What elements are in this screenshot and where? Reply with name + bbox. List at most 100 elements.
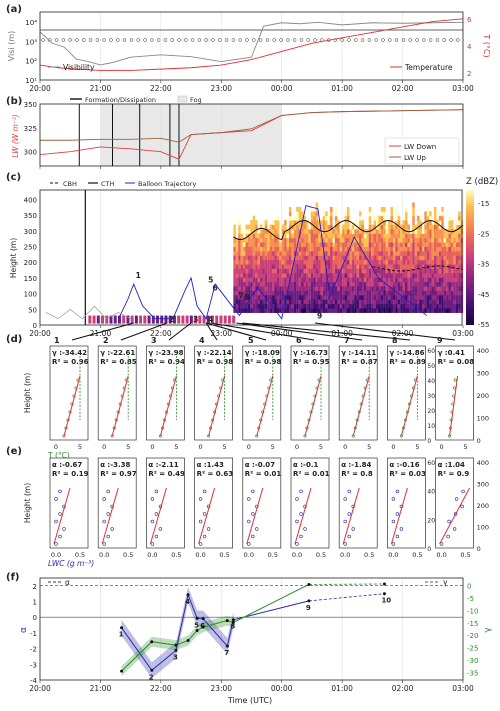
c-reflectivity-cell: [284, 237, 287, 243]
c-reflectivity-cell: [450, 264, 454, 269]
e-subplot-fit-line: [439, 487, 471, 545]
c-reflectivity-cell: [378, 290, 381, 296]
c-reflectivity-cell: [436, 290, 439, 296]
e-subplot-point: [295, 519, 299, 524]
c-reflectivity-cell: [288, 250, 292, 256]
c-reflectivity-cell: [322, 299, 326, 305]
e-subplot-point: [150, 497, 155, 501]
c-reflectivity-cell: [247, 246, 251, 252]
c-reflectivity-cell: [375, 268, 379, 274]
e-subplot-r2: R² = 0.01: [293, 470, 330, 478]
c-connector-line: [206, 322, 267, 341]
c-reflectivity-cell: [441, 237, 444, 243]
c-reflectivity-cell: [402, 228, 406, 234]
c-reflectivity-cell: [412, 202, 415, 208]
c-reflectivity-cell: [279, 308, 282, 313]
c-reflectivity-cell: [392, 233, 396, 239]
c-reflectivity-cell: [168, 315, 172, 324]
c-reflectivity-cell: [262, 233, 265, 239]
c-reflectivity-cell: [383, 237, 386, 243]
c-reflectivity-cell: [315, 202, 319, 208]
f-ytick-label: -2: [30, 646, 37, 654]
c-reflectivity-cell: [325, 224, 328, 230]
c-reflectivity-cell: [339, 237, 343, 243]
c-reflectivity-cell: [276, 228, 280, 234]
c-reflectivity-cell: [238, 224, 241, 230]
c-reflectivity-cell: [424, 264, 427, 269]
c-reflectivity-cell: [349, 303, 352, 309]
c-reflectivity-cell: [267, 277, 270, 283]
c-reflectivity-cell: [272, 308, 275, 313]
c-reflectivity-cell: [211, 315, 215, 324]
c-reflectivity-cell: [274, 228, 277, 234]
c-reflectivity-cell: [281, 277, 285, 283]
f-alpha-point: [195, 616, 199, 620]
c-reflectivity-cell: [421, 294, 425, 300]
c-reflectivity-cell: [279, 250, 282, 256]
c-reflectivity-cell: [359, 290, 362, 296]
c-reflectivity-cell: [117, 315, 121, 324]
c-reflectivity-cell: [359, 228, 362, 234]
c-reflectivity-cell: [298, 255, 302, 261]
c-reflectivity-cell: [431, 268, 435, 274]
e-subplot-frame: [387, 457, 426, 549]
c-reflectivity-cell: [453, 264, 456, 269]
c-reflectivity-cell: [279, 264, 282, 269]
c-reflectivity-cell: [346, 268, 350, 274]
c-reflectivity-cell: [257, 233, 261, 239]
c-reflectivity-cell: [272, 268, 275, 274]
c-reflectivity-cell: [373, 290, 377, 296]
c-reflectivity-cell: [272, 281, 275, 287]
c-reflectivity-cell: [380, 259, 384, 265]
c-reflectivity-cell: [238, 237, 241, 243]
c-reflectivity-cell: [421, 277, 425, 283]
c-reflectivity-cell: [458, 290, 461, 296]
c-reflectivity-cell: [330, 250, 333, 256]
panel-label-e: (e): [6, 446, 22, 457]
c-reflectivity-cell: [436, 242, 439, 248]
c-reflectivity-cell: [346, 259, 350, 265]
a-marker: [184, 38, 188, 42]
c-reflectivity-cell: [363, 233, 367, 239]
c-reflectivity-cell: [334, 286, 338, 291]
c-reflectivity-cell: [354, 233, 357, 239]
b-lw-up-line: [40, 109, 464, 143]
c-reflectivity-cell: [160, 315, 164, 324]
c-ytick-label: 250: [24, 244, 37, 252]
c-reflectivity-cell: [320, 272, 323, 278]
c-profile-label: 2: [169, 315, 174, 324]
c-reflectivity-cell: [361, 303, 364, 309]
c-reflectivity-cell: [284, 264, 287, 269]
c-reflectivity-cell: [313, 250, 316, 256]
c-reflectivity-cell: [322, 277, 326, 283]
c-reflectivity-cell: [332, 281, 335, 287]
c-reflectivity-cell: [240, 264, 244, 269]
c-reflectivity-cell: [243, 237, 246, 243]
c-reflectivity-cell: [288, 206, 292, 212]
e-subplot-point: [460, 504, 464, 509]
e-subplot-point: [446, 534, 450, 539]
c-reflectivity-cell: [414, 272, 418, 278]
c-reflectivity-cell: [419, 255, 422, 261]
c-reflectivity-cell: [264, 250, 268, 256]
c-reflectivity-cell: [404, 303, 408, 309]
c-reflectivity-cell: [448, 233, 451, 239]
c-reflectivity-cell: [288, 286, 292, 291]
f-alpha-point-label: 9: [306, 604, 311, 612]
c-reflectivity-cell: [458, 294, 461, 300]
c-reflectivity-cell: [322, 264, 326, 269]
c-reflectivity-cell: [368, 206, 372, 212]
c-reflectivity-cell: [450, 246, 454, 252]
c-reflectivity-cell: [339, 233, 343, 239]
c-reflectivity-cell: [243, 277, 246, 283]
c-reflectivity-cell: [429, 250, 432, 256]
c-reflectivity-cell: [402, 237, 406, 243]
c-reflectivity-cell: [368, 220, 372, 226]
e-xlabel: LWC (g m⁻³): [48, 559, 94, 568]
panel-a: (a)20:00 21:00 22:00 23:00 00:00 01:00 02:00 03…: [6, 4, 491, 93]
c-reflectivity-cell: [325, 220, 328, 226]
c-reflectivity-cell: [404, 206, 408, 212]
c-reflectivity-cell: [303, 272, 306, 278]
c-reflectivity-cell: [407, 233, 410, 239]
